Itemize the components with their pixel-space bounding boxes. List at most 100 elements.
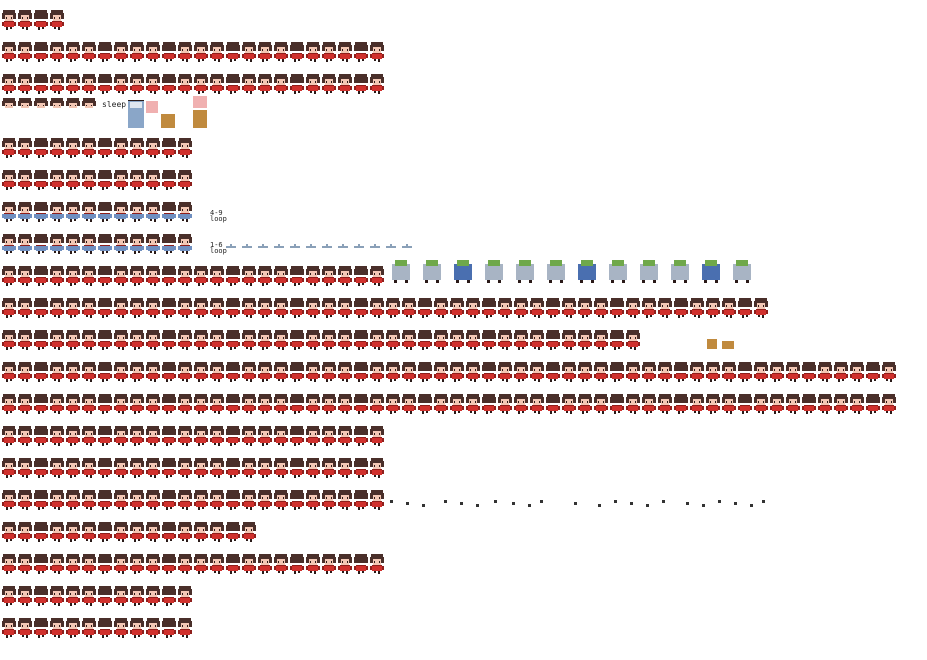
character-sprite bbox=[162, 426, 176, 446]
machine-sprite bbox=[516, 260, 534, 283]
character-sprite bbox=[2, 138, 16, 158]
sleep-label: sleep bbox=[102, 100, 127, 109]
character-sprite bbox=[322, 458, 336, 478]
character-sprite bbox=[274, 74, 288, 94]
character-sprite bbox=[162, 138, 176, 158]
character-sprite bbox=[194, 362, 208, 382]
character-sprite bbox=[2, 330, 16, 350]
character-sprite bbox=[178, 202, 192, 222]
character-sprite bbox=[66, 522, 80, 542]
character-sprite bbox=[242, 266, 256, 286]
character-sprite bbox=[402, 330, 416, 350]
character-sprite bbox=[146, 42, 160, 62]
character-sprite bbox=[226, 522, 240, 542]
character-sprite bbox=[34, 362, 48, 382]
character-sprite bbox=[290, 426, 304, 446]
character-sprite bbox=[338, 298, 352, 318]
character-sprite bbox=[98, 138, 112, 158]
character-sprite bbox=[34, 74, 48, 94]
character-sprite bbox=[466, 362, 480, 382]
character-sprite bbox=[354, 554, 368, 574]
loop-4-9-range: 4-9 bbox=[210, 209, 223, 217]
character-sprite bbox=[98, 234, 112, 254]
character-sprite bbox=[258, 298, 272, 318]
character-sprite bbox=[18, 394, 32, 414]
character-sprite bbox=[82, 170, 96, 190]
character-sprite bbox=[642, 362, 656, 382]
character-sprite bbox=[290, 298, 304, 318]
bird-icon bbox=[226, 244, 236, 248]
character-sprite bbox=[498, 298, 512, 318]
character-sprite bbox=[242, 394, 256, 414]
character-sprite bbox=[354, 42, 368, 62]
character-sprite bbox=[50, 426, 64, 446]
character-sprite bbox=[178, 330, 192, 350]
character-sprite bbox=[402, 298, 416, 318]
character-sprite bbox=[338, 490, 352, 510]
character-sprite bbox=[194, 42, 208, 62]
character-sprite bbox=[370, 266, 384, 286]
character-sprite bbox=[370, 74, 384, 94]
character-sprite bbox=[674, 362, 688, 382]
character-sprite bbox=[146, 330, 160, 350]
character-sprite bbox=[194, 74, 208, 94]
character-sprite bbox=[114, 426, 128, 446]
character-sprite bbox=[178, 586, 192, 606]
character-sprite bbox=[722, 298, 736, 318]
character-sprite bbox=[130, 138, 144, 158]
character-sprite bbox=[178, 266, 192, 286]
particle-sprite bbox=[718, 500, 721, 503]
character-sprite bbox=[274, 266, 288, 286]
character-sprite bbox=[146, 202, 160, 222]
character-sprite bbox=[242, 362, 256, 382]
character-sprite bbox=[34, 170, 48, 190]
character-sprite bbox=[258, 266, 272, 286]
character-sprite bbox=[178, 170, 192, 190]
character-sprite bbox=[130, 42, 144, 62]
character-sprite bbox=[130, 554, 144, 574]
character-sprite bbox=[274, 362, 288, 382]
character-sprite bbox=[306, 266, 320, 286]
character-sprite bbox=[306, 426, 320, 446]
character-sprite bbox=[18, 42, 32, 62]
bird-icon bbox=[322, 244, 332, 248]
machine-sprite bbox=[702, 260, 720, 283]
particle-sprite bbox=[512, 502, 515, 505]
character-sprite bbox=[146, 138, 160, 158]
character-sprite bbox=[82, 618, 96, 638]
character-sprite bbox=[18, 426, 32, 446]
character-sprite bbox=[754, 394, 768, 414]
character-sprite bbox=[146, 618, 160, 638]
box-sprite bbox=[722, 341, 734, 349]
character-sprite bbox=[146, 298, 160, 318]
character-sprite bbox=[98, 74, 112, 94]
character-sprite bbox=[146, 362, 160, 382]
character-sprite bbox=[546, 298, 560, 318]
character-sprite bbox=[322, 266, 336, 286]
bird-icon bbox=[242, 244, 252, 248]
character-sprite bbox=[82, 458, 96, 478]
character-sprite bbox=[18, 266, 32, 286]
character-sprite bbox=[290, 362, 304, 382]
character-sprite bbox=[354, 74, 368, 94]
character-sprite bbox=[322, 426, 336, 446]
character-sprite bbox=[370, 298, 384, 318]
character-sprite bbox=[34, 202, 48, 222]
character-sprite bbox=[194, 522, 208, 542]
character-sprite bbox=[50, 202, 64, 222]
character-sprite bbox=[210, 74, 224, 94]
character-sprite bbox=[690, 362, 704, 382]
character-sprite bbox=[2, 10, 16, 30]
character-sprite bbox=[514, 298, 528, 318]
character-sprite bbox=[818, 394, 832, 414]
particle-sprite bbox=[702, 504, 705, 507]
character-sprite bbox=[66, 330, 80, 350]
character-sprite bbox=[498, 330, 512, 350]
character-sprite bbox=[130, 394, 144, 414]
character-sprite bbox=[370, 426, 384, 446]
character-sprite bbox=[306, 394, 320, 414]
character-sprite bbox=[530, 362, 544, 382]
character-sprite bbox=[130, 522, 144, 542]
character-sprite bbox=[594, 330, 608, 350]
character-sprite bbox=[18, 74, 32, 94]
